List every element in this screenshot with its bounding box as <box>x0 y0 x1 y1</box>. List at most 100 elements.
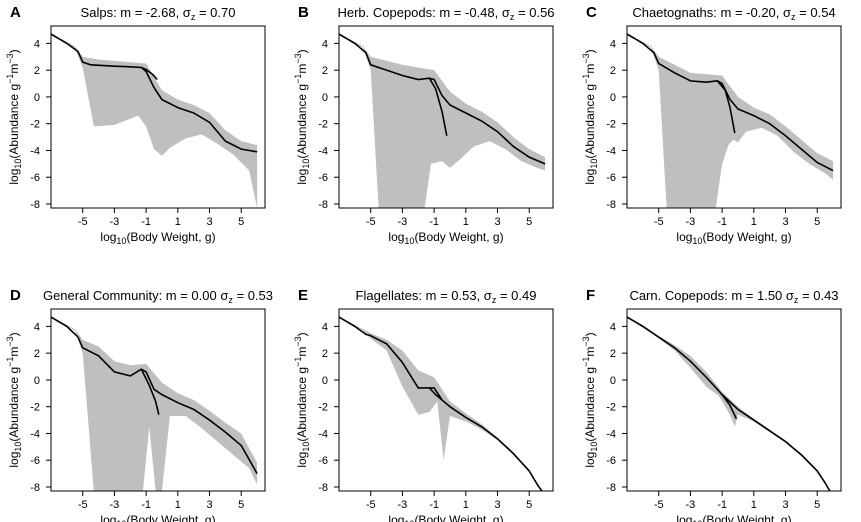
panel-e: -5 -3 -1 1 3 5 4 2 0 -2 -4 -6 -8 E Flagellates: m = 0.… <box>293 287 554 522</box>
y-axis-label: log10(Abundance g−1m−3) <box>581 332 599 467</box>
uncertainty-band <box>51 316 258 491</box>
spectrum-line <box>627 33 834 172</box>
x-tick-label: 1 <box>175 216 181 228</box>
x-tick-label: 3 <box>206 216 212 228</box>
panel-a: -5 -3 -1 1 3 5 4 2 0 -2 -4 -6 -8 A Salps: m = -2.68, σ… <box>5 4 266 246</box>
plot-frame <box>338 25 554 209</box>
y-axis-label: log10(Abundance g−1m−3) <box>581 49 599 184</box>
plot-frame <box>626 25 842 209</box>
x-tick-label: -5 <box>654 499 664 511</box>
y-tick-label: -8 <box>606 199 616 211</box>
y-tick-label: 0 <box>322 92 328 104</box>
x-tick-label: -5 <box>78 216 88 228</box>
x-tick-label: 3 <box>782 216 788 228</box>
y-tick-label: -6 <box>318 172 328 184</box>
y-tick-label: -6 <box>606 172 616 184</box>
x-axis-label: log10(Body Weight, g) <box>388 230 503 246</box>
group-branch-line <box>428 387 443 401</box>
y-tick-label: 2 <box>34 348 40 360</box>
x-tick-label: -3 <box>686 216 696 228</box>
x-axis-label: log10(Body Weight, g) <box>676 513 791 522</box>
y-tick-label: 4 <box>322 321 328 333</box>
group-branch-line <box>141 66 158 81</box>
y-tick-label: -8 <box>30 482 40 494</box>
y-tick-label: 2 <box>34 65 40 77</box>
x-tick-label: 5 <box>238 216 244 228</box>
y-tick-label: -6 <box>318 455 328 467</box>
spectrum-line <box>51 33 258 153</box>
x-tick-label: 3 <box>494 499 500 511</box>
panel-f: -5 -3 -1 1 3 5 4 2 0 -2 -4 -6 -8 F Carn. Copepods: m =… <box>581 287 842 522</box>
x-tick-label: -1 <box>717 499 727 511</box>
y-tick-label: -2 <box>30 402 40 414</box>
panel-letter: B <box>298 4 309 21</box>
x-tick-label: -3 <box>686 499 696 511</box>
y-tick-label: 2 <box>322 65 328 77</box>
y-tick-label: -4 <box>318 428 328 440</box>
y-tick-label: -2 <box>318 119 328 131</box>
uncertainty-band <box>627 33 834 208</box>
x-axis-label: log10(Body Weight, g) <box>676 230 791 246</box>
x-tick-label: 5 <box>814 499 820 511</box>
y-tick-label: 0 <box>322 375 328 387</box>
x-tick-label: -3 <box>398 499 408 511</box>
y-tick-label: 4 <box>34 321 40 333</box>
panel-b: -5 -3 -1 1 3 5 4 2 0 -2 -4 -6 -8 B Herb. Copepods: m =… <box>293 4 555 246</box>
panel-letter: C <box>586 4 597 21</box>
x-tick-label: -3 <box>110 216 120 228</box>
panel-title: Herb. Copepods: m = -0.48, σz = 0.56 <box>337 5 554 22</box>
x-tick-label: -1 <box>141 499 151 511</box>
x-tick-label: -5 <box>78 499 88 511</box>
group-branch-line <box>428 77 448 136</box>
x-tick-label: -1 <box>429 216 439 228</box>
group-branch-line <box>721 394 738 420</box>
x-tick-label: -1 <box>717 216 727 228</box>
x-tick-label: 5 <box>238 499 244 511</box>
spectrum-line <box>627 316 831 491</box>
x-tick-label: 5 <box>526 216 532 228</box>
panel-title: Chaetognaths: m = -0.20, σz = 0.54 <box>632 5 835 22</box>
spectrum-line <box>51 316 258 474</box>
panel-letter: E <box>298 287 308 304</box>
x-axis-label: log10(Body Weight, g) <box>100 513 215 522</box>
y-axis-label: log10(Abundance g−1m−3) <box>293 49 311 184</box>
panel-title: General Community: m = 0.00 σz = 0.53 <box>43 288 273 305</box>
y-axis-label: log10(Abundance g−1m−3) <box>5 332 23 467</box>
panel-title: Carn. Copepods: m = 1.50 σz = 0.43 <box>629 288 838 305</box>
y-tick-label: -2 <box>606 402 616 414</box>
x-tick-label: 3 <box>494 216 500 228</box>
y-tick-label: 4 <box>610 321 616 333</box>
x-axis-label: log10(Body Weight, g) <box>388 513 503 522</box>
y-tick-label: -2 <box>318 402 328 414</box>
y-tick-label: -8 <box>606 482 616 494</box>
y-tick-label: 0 <box>34 92 40 104</box>
x-tick-label: 1 <box>463 499 469 511</box>
spectrum-line <box>339 316 543 491</box>
x-tick-label: 1 <box>751 216 757 228</box>
x-tick-label: 1 <box>751 499 757 511</box>
panel-title: Salps: m = -2.68, σz = 0.70 <box>81 5 236 22</box>
panel-letter: D <box>10 287 21 304</box>
x-axis-label: log10(Body Weight, g) <box>100 230 215 246</box>
y-tick-label: -8 <box>318 482 328 494</box>
x-tick-label: 3 <box>782 499 788 511</box>
x-tick-label: 5 <box>814 216 820 228</box>
group-branch-line <box>140 368 160 415</box>
y-tick-label: 2 <box>610 348 616 360</box>
x-tick-label: 1 <box>175 499 181 511</box>
plot-frame <box>338 308 554 492</box>
uncertainty-band <box>51 33 258 208</box>
y-tick-label: 2 <box>322 348 328 360</box>
group-branch-line <box>716 80 736 134</box>
plot-frame <box>626 308 842 492</box>
x-tick-label: -5 <box>654 216 664 228</box>
x-tick-label: 3 <box>206 499 212 511</box>
y-tick-label: -4 <box>606 145 616 157</box>
plot-frame <box>50 308 266 492</box>
y-tick-label: -6 <box>606 455 616 467</box>
y-tick-label: 4 <box>34 38 40 50</box>
y-tick-label: 0 <box>34 375 40 387</box>
y-tick-label: -4 <box>318 145 328 157</box>
y-tick-label: 2 <box>610 65 616 77</box>
